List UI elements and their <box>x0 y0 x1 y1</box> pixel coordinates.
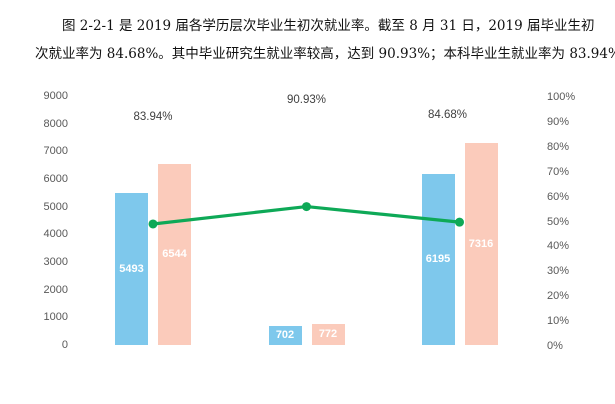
right-axis-tick: 80% <box>547 140 570 153</box>
intro-paragraph: 图 2-2-1 是 2019 届各学历层次毕业生初次就业率。截至 8 月 31 … <box>35 12 615 68</box>
rate-line-svg <box>148 202 464 229</box>
intro-line-2: 次就业率为 84.68%。其中毕业研究生就业率较高，达到 90.93%；本科毕业… <box>35 46 615 62</box>
rate-line-point <box>148 219 158 229</box>
left-axis-tick: 0 <box>61 339 68 351</box>
left-axis-tick: 7000 <box>43 145 68 158</box>
right-axis-tick: 40% <box>547 240 570 253</box>
rate-point-label: 83.94% <box>133 110 173 123</box>
rate-point-label: 90.93% <box>286 93 326 106</box>
right-axis-tick: 10% <box>547 315 570 328</box>
bar-就业-总计 <box>421 173 455 345</box>
left-axis-tick: 8000 <box>43 117 68 130</box>
bar-总计-毕业研究生 <box>311 323 345 345</box>
right-axis-tick: 70% <box>547 165 570 178</box>
left-axis-tick: 4000 <box>43 228 68 241</box>
bar-value-label: 702 <box>275 329 295 342</box>
right-axis-tick: 20% <box>547 290 570 303</box>
bar-value-label: 7316 <box>468 237 494 250</box>
bar-value-label: 5493 <box>119 263 144 275</box>
bar-就业-本科毕业生 <box>115 193 148 345</box>
bar-总计-本科毕业生 <box>158 163 191 345</box>
rate-line-point <box>302 202 311 212</box>
bar-value-label: 772 <box>318 328 338 341</box>
right-axis-tick: 30% <box>547 265 570 278</box>
left-axis-tick: 1000 <box>43 311 68 324</box>
left-axis-tick: 9000 <box>43 90 68 102</box>
bar-value-label: 6195 <box>425 253 451 266</box>
bar-value-label: 6544 <box>162 248 187 261</box>
rate-line-point <box>455 217 464 227</box>
right-axis-tick: 50% <box>547 215 570 228</box>
right-axis-tick: 90% <box>547 115 570 128</box>
left-axis-tick: 5000 <box>43 200 68 213</box>
right-axis-tick: 0% <box>547 340 563 352</box>
left-axis-tick: 3000 <box>43 256 68 268</box>
left-axis-tick: 2000 <box>43 283 68 296</box>
rate-point-label: 84.68% <box>427 109 467 122</box>
intro-line-1: 图 2-2-1 是 2019 届各学历层次毕业生初次就业率。截至 8 月 31 … <box>62 18 595 34</box>
left-axis-tick: 6000 <box>43 173 68 185</box>
right-axis-tick: 100% <box>547 91 576 103</box>
right-axis-tick: 60% <box>547 190 570 203</box>
bar-总计-总计 <box>464 142 498 345</box>
bar-就业-毕业研究生 <box>268 325 302 345</box>
employment-rate-chart: 9000 8000 7000 6000 5000 4000 3000 2000 1000 0 10… <box>0 88 615 404</box>
